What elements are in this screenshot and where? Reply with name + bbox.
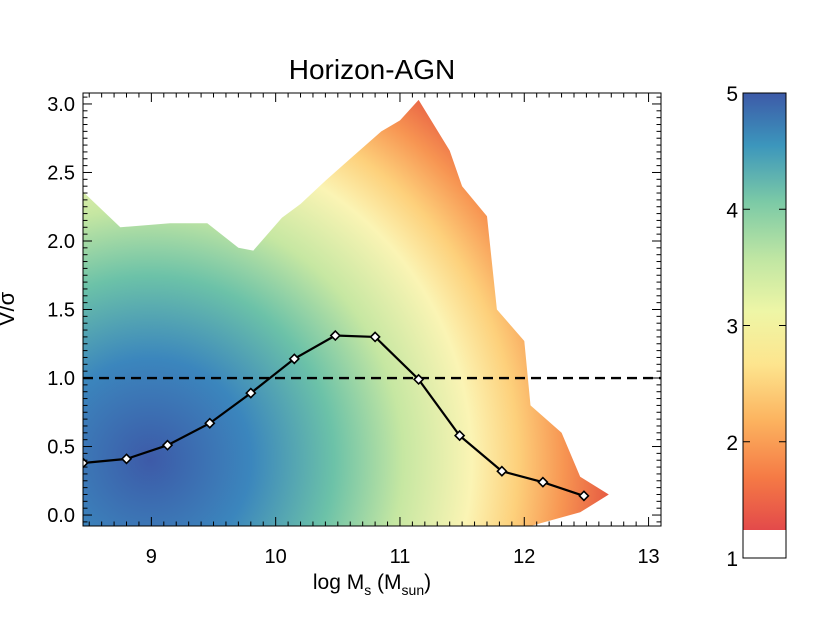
x-tick-label: 12 [513,546,535,568]
x-tick-label: 9 [146,546,157,568]
data-point-marker [369,331,381,343]
colorbar-blank-segment [743,530,786,558]
data-point-marker [204,417,216,429]
colorbar-ticks: 1 2 3 4 5 [726,83,786,571]
x-axis: 9 10 11 12 13 [88,93,660,568]
y-tick-label: 0.5 [47,437,75,459]
data-point-marker [288,353,300,365]
x-tick-label: 11 [390,546,411,568]
data-point-marker [412,373,425,386]
chart-title: Horizon-AGN [289,54,455,85]
x-tick-label: 10 [265,546,287,568]
y-tick-label: 3.0 [47,94,75,116]
x-tick-label: 13 [637,546,659,568]
y-tick-label: 0.0 [47,505,75,527]
colorbar-tick-label: 4 [726,199,738,222]
colorbar-tick-label: 5 [726,83,738,106]
data-point-marker [329,329,341,342]
density-contour-region [83,99,609,526]
y-tick-label: 1.0 [47,368,75,390]
colorbar-tick-label: 1 [726,548,738,571]
y-axis-label: V/σ [0,291,19,326]
colorbar: 1 2 3 4 5 [726,83,787,571]
data-point-marker [245,387,257,399]
colorbar-tick-label: 3 [726,316,738,339]
y-tick-label: 2.0 [47,231,75,253]
y-tick-label: 2.5 [47,162,75,184]
plot-area [83,99,661,526]
colorbar-tick-label: 2 [726,432,738,455]
median-series-markers [83,329,590,502]
data-point-marker [578,490,590,502]
data-point-marker [537,476,549,488]
y-tick-label: 1.5 [47,300,75,322]
data-point-marker [454,429,466,442]
data-point-marker [161,439,174,451]
data-point-marker [496,465,508,477]
y-axis: 0.0 0.5 1.0 1.5 2.0 2.5 3.0 [47,94,661,527]
colorbar-gradient [743,93,786,530]
data-point-marker [120,453,133,465]
x-axis-label: log Ms (Msun) [313,571,431,598]
